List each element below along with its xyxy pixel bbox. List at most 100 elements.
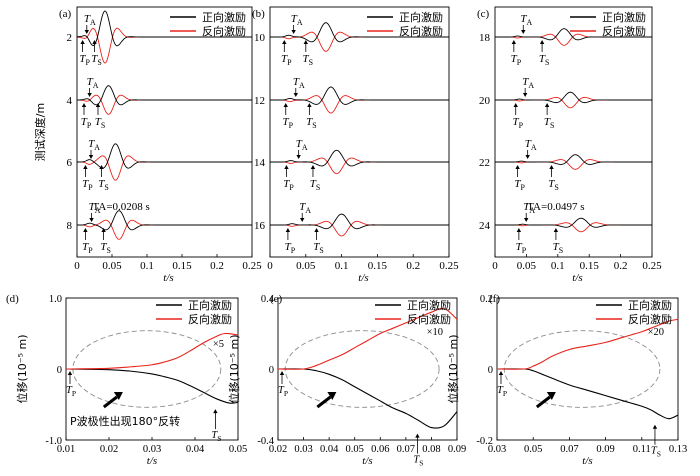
arrow-head	[101, 228, 106, 232]
arrow-head	[415, 433, 420, 438]
plot-frame	[76, 6, 253, 258]
arrival-label: TS	[553, 241, 564, 255]
x-tick-label: 0.07	[397, 444, 415, 455]
arrival-label: TA	[291, 13, 303, 27]
x-tick-label: 0	[74, 260, 80, 272]
trace-forward	[77, 210, 252, 231]
x-axis-label: t/s	[572, 272, 582, 284]
series-reverse	[277, 307, 458, 370]
arrow-head	[84, 30, 89, 34]
x-tick-label: 0.15	[172, 260, 192, 272]
depth-label: 16	[254, 220, 266, 232]
arrow-head	[99, 165, 104, 169]
arrow-head	[544, 103, 550, 107]
legend-label-reverse: 反向激励	[188, 312, 232, 326]
trace-reverse	[76, 94, 252, 115]
legend-label-forward: 正向激励	[202, 10, 246, 24]
arrival-label: TS	[651, 446, 661, 459]
trace-reverse	[270, 157, 449, 175]
arrival-label: TA	[296, 138, 308, 152]
arrival-label: TA	[87, 76, 99, 90]
arrival-label: TA	[89, 201, 101, 215]
polarity-arrow	[316, 395, 332, 409]
arrow-head	[303, 40, 308, 44]
arrow-head	[539, 40, 545, 44]
depth-label: 2	[67, 32, 73, 44]
depth-label: 8	[67, 220, 73, 232]
arrival-label: TS	[548, 178, 559, 192]
arrow-head	[525, 155, 530, 159]
y-tick-label: -1.0	[45, 436, 62, 447]
panel-label: (e)	[270, 293, 283, 305]
ta-annotation: TA=0.0497 s	[527, 201, 584, 213]
legend-label-forward: 正向激励	[407, 298, 451, 312]
x-tick-label: 0.2	[406, 260, 420, 272]
legend-label-forward: 正向激励	[188, 298, 232, 312]
arrow-head	[284, 165, 289, 169]
arrow-head	[279, 371, 285, 375]
depth-label: 4	[67, 95, 73, 107]
x-tick-label: 0.09	[596, 444, 614, 455]
x-tick-label: 0.11	[633, 444, 651, 455]
trace-forward	[495, 217, 652, 228]
legend-label-reverse: 反向激励	[202, 24, 246, 38]
x-tick-label: 0.2	[614, 260, 628, 272]
arrow-head	[88, 155, 94, 159]
panel-f: (f)0.2 0 -0.20.03 0.05 0.07 0.09 0.11 0.13 t/s 位移…	[446, 293, 687, 467]
legend-label-reverse: 反向激励	[628, 312, 672, 326]
x-tick-label: 0.08	[422, 444, 440, 455]
arrival-label: TP	[81, 116, 92, 130]
legend-label-reverse: 反向激励	[399, 24, 443, 38]
depth-label: 12	[254, 95, 265, 107]
x-tick-label: 0	[267, 260, 273, 272]
arrow-head	[83, 228, 88, 232]
arrival-label: TA	[293, 76, 305, 90]
arrival-label: TP	[497, 385, 507, 398]
depth-label: 20	[479, 95, 491, 107]
trace-forward	[76, 10, 252, 47]
series-forward	[496, 368, 679, 420]
arrow-head	[307, 103, 312, 107]
x-axis-label: t/s	[163, 272, 173, 284]
legend-label-reverse: 反向激励	[407, 312, 451, 326]
arrow-head	[553, 228, 559, 232]
polarity-arrow	[535, 395, 551, 409]
arrow-head	[92, 40, 97, 44]
x-tick-label: 0.03	[294, 444, 312, 455]
x-axis-label: t/s	[362, 455, 372, 467]
ta-annotation: TA=0.0208 s	[93, 201, 150, 213]
y-tick-label: 1.0	[49, 294, 62, 305]
arrival-label: TS	[303, 53, 314, 67]
x-tick-label: 0.05	[102, 260, 122, 272]
arrow-head	[513, 103, 518, 107]
arrival-label: TS	[98, 178, 109, 192]
arrow-head	[652, 424, 658, 429]
arrival-label: TA	[299, 201, 311, 215]
x-tick-label: 0.04	[186, 444, 205, 455]
x-tick-label: 0.03	[488, 444, 506, 455]
y-axis-label: 位移(10⁻⁵ m)	[15, 334, 29, 403]
arrival-label: TS	[413, 455, 423, 468]
arrow-head	[498, 371, 504, 375]
x-tick-label: 0.03	[143, 444, 161, 455]
arrow-head	[516, 228, 522, 232]
x-tick-label: 0.05	[296, 260, 316, 272]
arrival-label: TA	[84, 13, 96, 27]
trace-forward	[270, 149, 449, 167]
x-tick-label: 0.05	[524, 444, 542, 455]
arrow-head	[282, 40, 287, 44]
x-tick-label: 0.15	[368, 260, 388, 272]
arrival-label: TP	[514, 178, 525, 192]
arrival-label: TA	[522, 76, 534, 90]
y-axis-label: 位移(10⁻⁵ m)	[446, 334, 460, 403]
arrival-label: TP	[511, 53, 522, 67]
arrival-label: TS	[306, 116, 317, 130]
arrival-label: TP	[281, 53, 292, 67]
x-tick-label: 0.05	[517, 260, 537, 272]
plot-frame	[494, 6, 653, 258]
trace-forward	[270, 86, 449, 105]
arrow-head	[521, 30, 526, 34]
